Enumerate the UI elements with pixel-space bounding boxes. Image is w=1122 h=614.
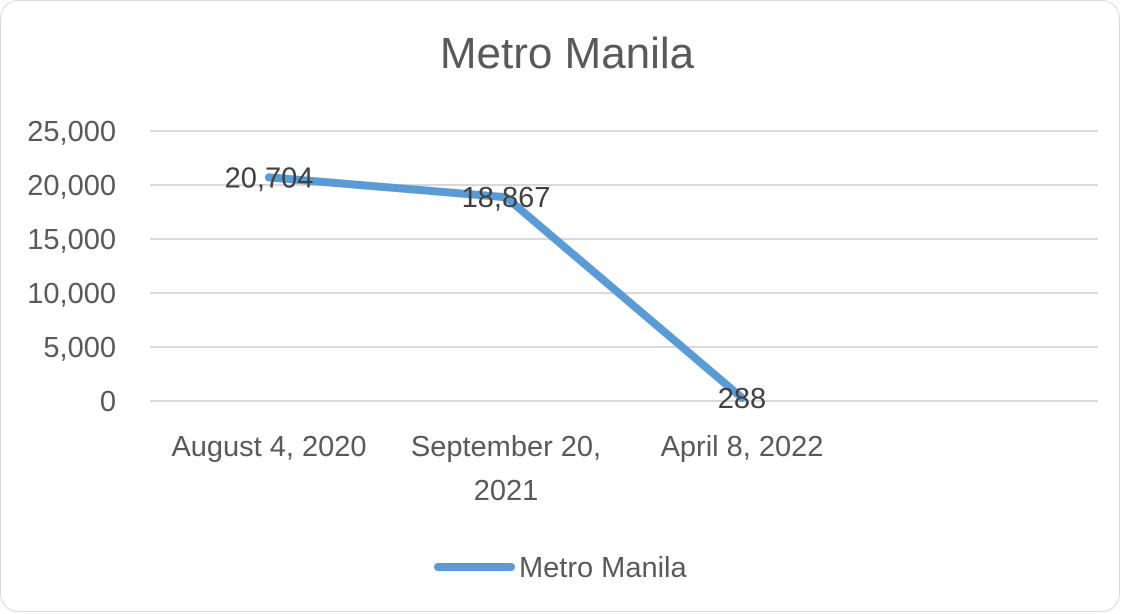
y-tick-label: 15,000	[27, 224, 116, 256]
data-point	[502, 193, 510, 202]
x-tick-label: August 4, 2020	[171, 431, 366, 463]
legend: Metro Manila	[434, 552, 687, 584]
data-point	[738, 393, 746, 402]
x-tick-label: September 20, 2021	[411, 431, 601, 507]
data-label: 20,704	[225, 162, 314, 194]
gridlines	[150, 130, 1098, 402]
legend-label-metro-manila: Metro Manila	[519, 552, 687, 584]
data-label: 288	[718, 383, 766, 415]
data-labels: 20,704 18,867 288	[225, 162, 767, 414]
y-tick-label: 20,000	[27, 170, 116, 202]
data-label: 18,867	[462, 182, 551, 214]
y-tick-label: 10,000	[27, 278, 116, 310]
y-tick-label: 0	[100, 386, 116, 418]
x-axis-tick-labels: August 4, 2020 September 20, 2021 April 8, …	[171, 431, 823, 507]
y-axis-tick-labels: 0 5,000 10,000 15,000 20,000 25,000	[27, 116, 116, 418]
series-layer	[265, 173, 746, 402]
data-point	[265, 173, 273, 182]
x-tick-label: April 8, 2022	[661, 431, 824, 463]
chart-title: Metro Manila	[440, 29, 695, 78]
y-tick-label: 25,000	[27, 116, 116, 148]
y-tick-label: 5,000	[43, 332, 116, 364]
